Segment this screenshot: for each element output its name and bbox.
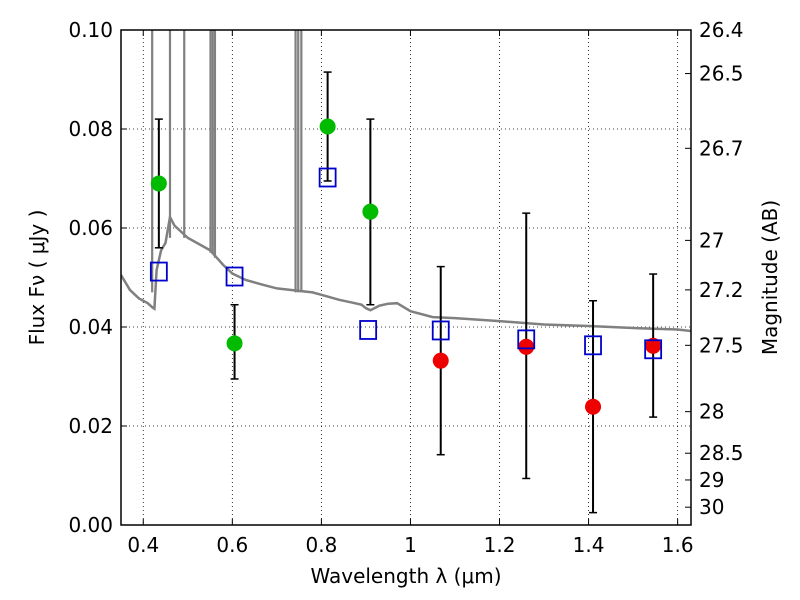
right-tick-label: 30 (699, 495, 724, 519)
red-data-point (432, 352, 449, 369)
model-square-point (318, 167, 337, 188)
red-data-point (518, 338, 535, 355)
model-square-point (644, 339, 663, 360)
green-data-point (319, 118, 336, 135)
plot-frame (120, 29, 692, 526)
right-tick-label: 26.4 (699, 18, 744, 42)
x-tick-label: 1.4 (573, 533, 605, 557)
model-square-point (517, 329, 536, 350)
x-tick-label: 1 (404, 533, 417, 557)
x-tick-label: 0.4 (127, 533, 159, 557)
right-tick-label: 26.5 (699, 62, 744, 86)
model-square-point (149, 261, 168, 282)
data-markers (149, 118, 663, 415)
green-data-point (226, 335, 243, 352)
y-tick-label: 0.06 (68, 216, 113, 240)
right-axis-label: Magnitude (AB) (758, 200, 782, 355)
right-tick-label: 26.7 (699, 136, 744, 160)
model-spectrum-line (121, 213, 691, 333)
red-data-point (585, 398, 602, 415)
green-data-point (362, 203, 379, 220)
right-tick-label: 27 (699, 228, 724, 252)
model-square-point (584, 335, 602, 356)
x-tick-label: 1.6 (662, 533, 694, 557)
model-square-point (359, 320, 378, 340)
y-tick-label: 0.08 (68, 117, 113, 141)
right-tick-label: 27.5 (699, 333, 744, 357)
right-tick-label: 27.2 (699, 278, 744, 302)
y-tick-label: 0.02 (68, 414, 113, 438)
axis-ticks: 0.4 0.6 0.8 1 1.2 1.4 1.6 0.00 0.02 0.04 0.06 0.08 0… (68, 18, 743, 557)
x-tick-label: 0.6 (216, 533, 248, 557)
error-bars (154, 71, 658, 514)
y-tick-label: 0.10 (68, 18, 113, 42)
model-square-point (225, 266, 244, 287)
model-spectrum (121, 30, 691, 333)
y-tick-label: 0.00 (68, 513, 113, 537)
y-tick-label: 0.04 (68, 315, 113, 339)
grid-lines (121, 29, 691, 526)
green-data-point (150, 175, 167, 192)
right-tick-label: 29 (699, 468, 724, 492)
y-axis-label: Flux Fν ( μJy ) (25, 210, 49, 346)
model-square-point (431, 320, 450, 341)
x-tick-label: 1.2 (484, 533, 516, 557)
x-tick-label: 0.8 (305, 533, 337, 557)
right-tick-label: 28 (699, 400, 724, 424)
right-tick-label: 28.5 (699, 441, 744, 465)
x-axis-label: Wavelength λ (μm) (310, 564, 501, 588)
